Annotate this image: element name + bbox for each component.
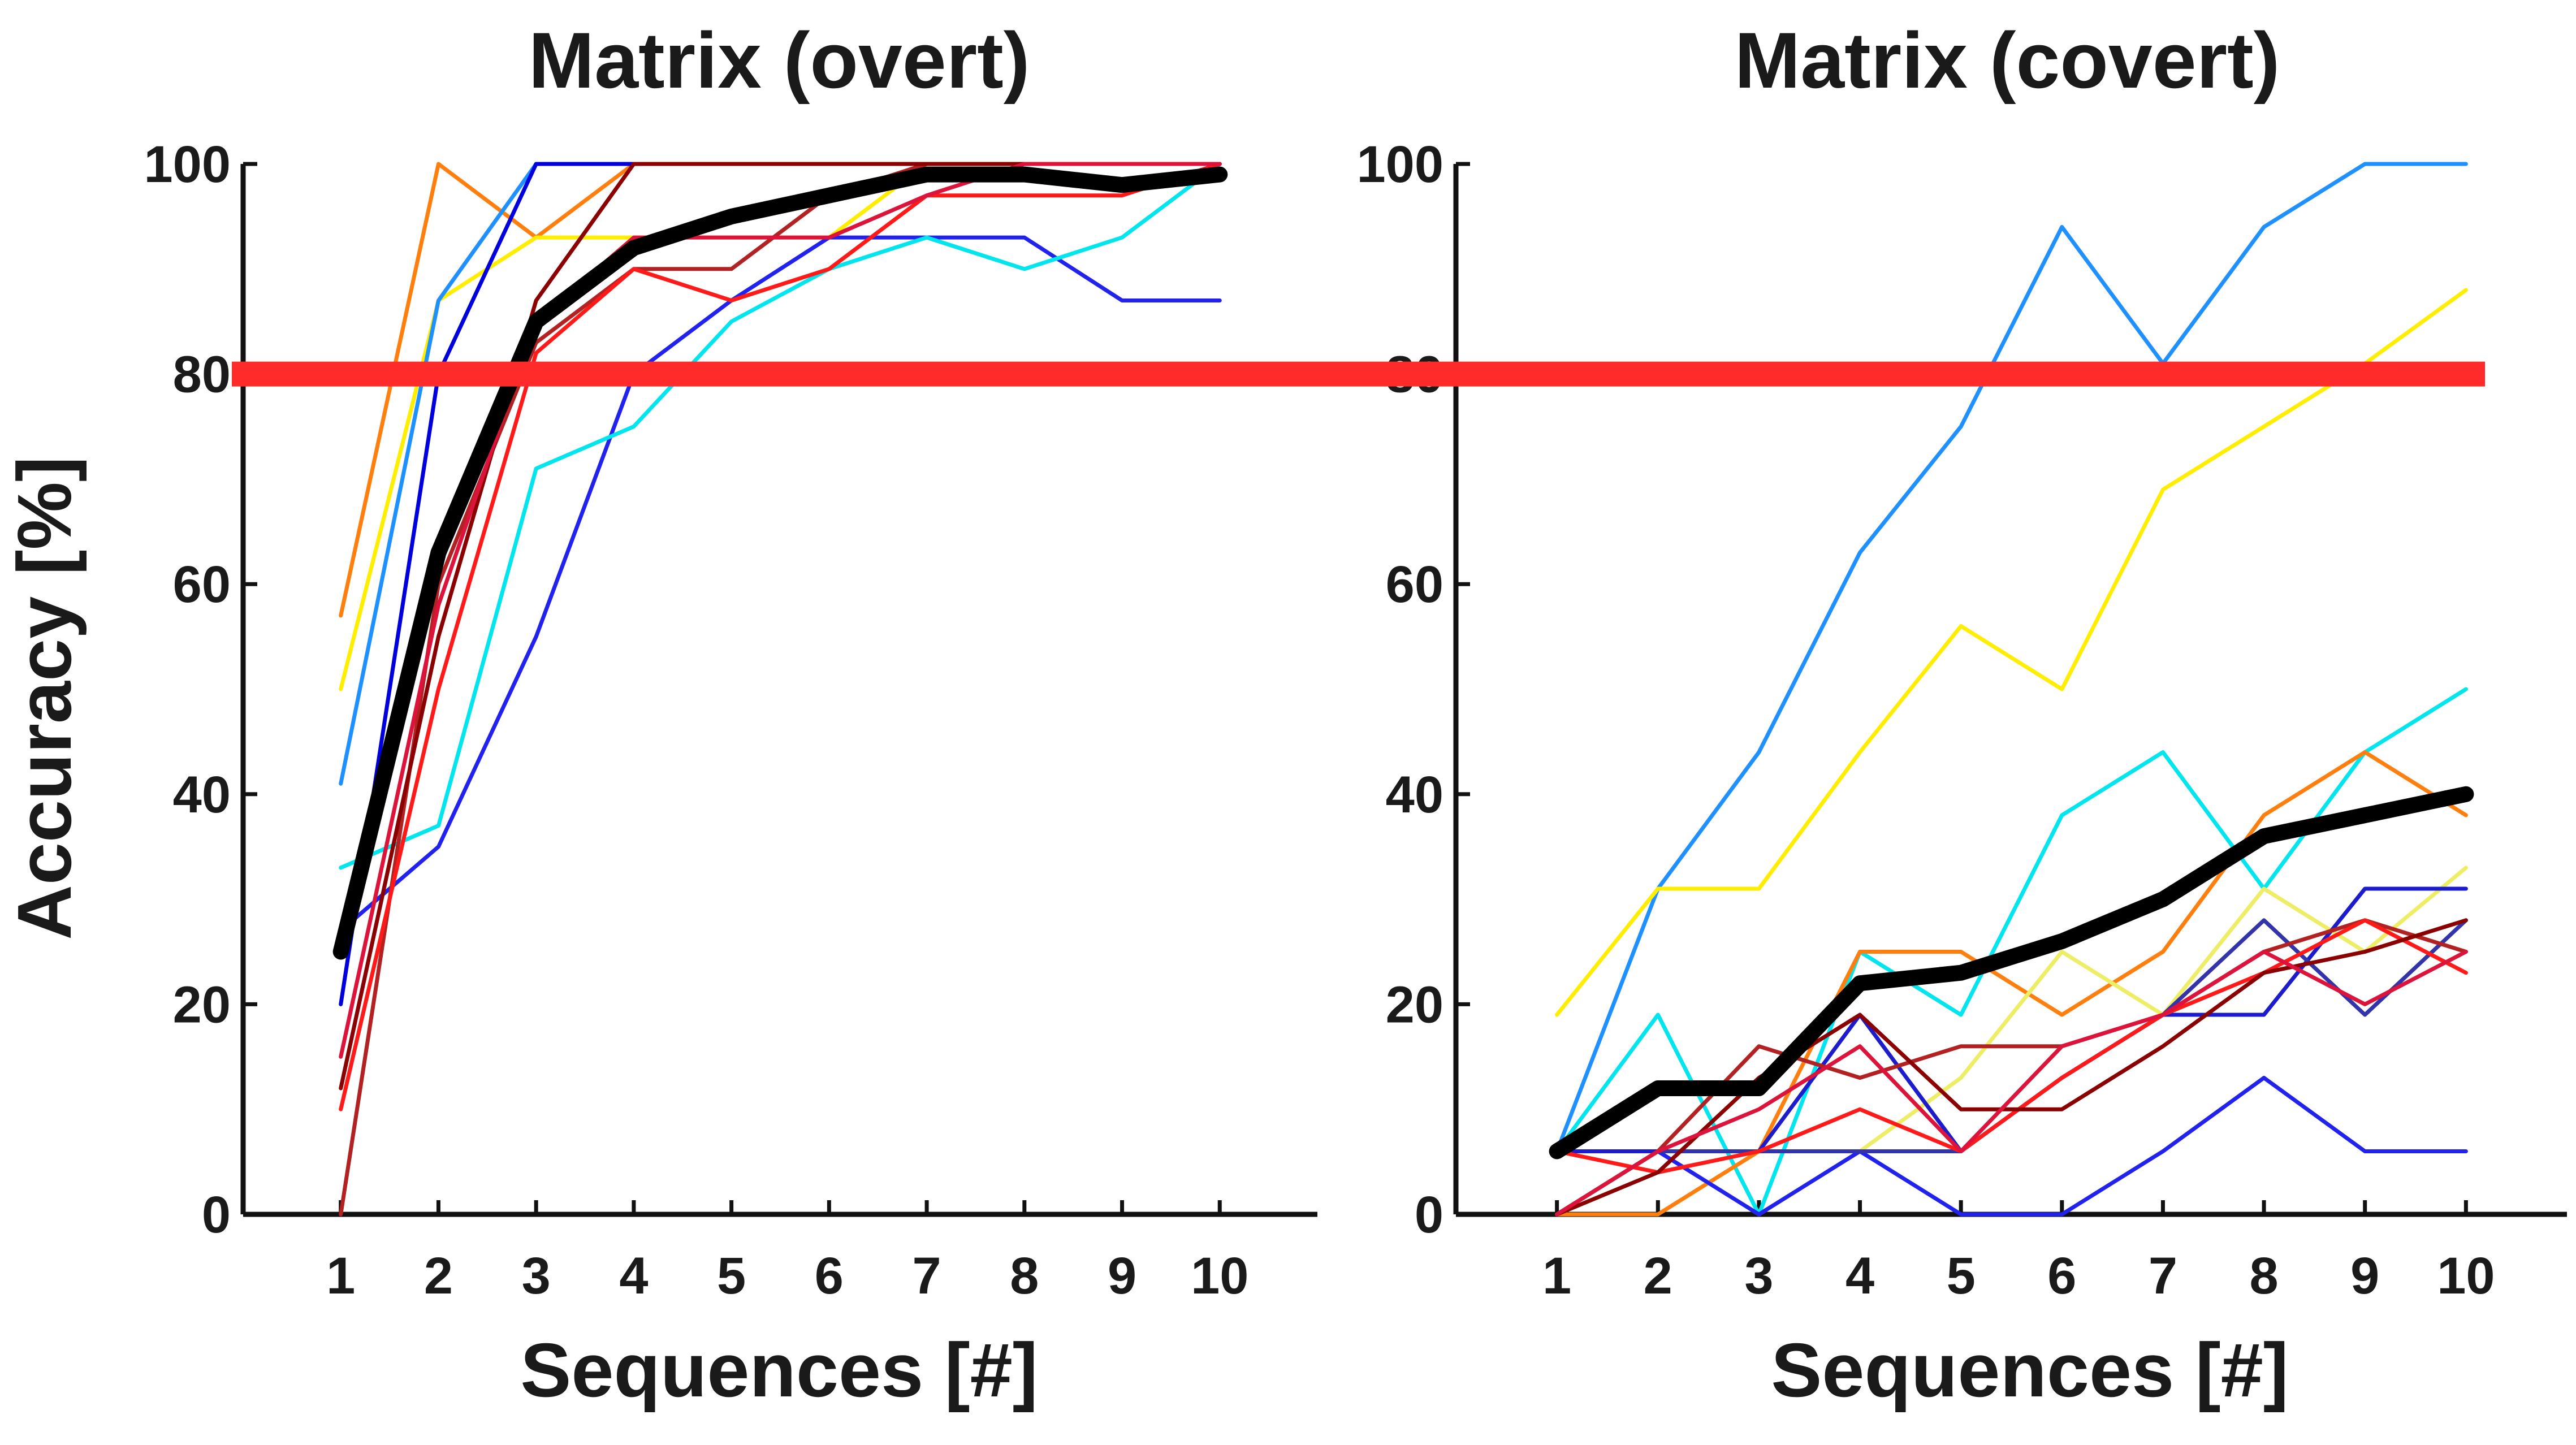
- x-tick-label: 6: [815, 1247, 844, 1305]
- y-tick-label: 0: [1415, 1186, 1443, 1244]
- y-tick-label: 80: [173, 346, 231, 404]
- x-tick-label: 1: [326, 1247, 355, 1305]
- series-line-mean: [1549, 786, 2474, 1160]
- series-line: [339, 162, 1222, 691]
- panel-title: Matrix (overt): [529, 16, 1030, 105]
- series-line: [339, 162, 1222, 1059]
- y-tick-label: 20: [1386, 976, 1443, 1033]
- x-axis-label: Sequences [#]: [1771, 1327, 2288, 1413]
- series-line: [1555, 918, 2468, 1175]
- series-line: [339, 162, 1222, 870]
- y-tick-label: 100: [144, 136, 231, 193]
- series-line: [339, 162, 1222, 1006]
- x-tick-label: 8: [2250, 1247, 2279, 1305]
- y-tick-label: 0: [202, 1186, 231, 1244]
- y-tick-label: 40: [173, 766, 231, 824]
- x-tick-label: 4: [619, 1247, 648, 1305]
- panel-covert: Matrix (covert) Sequences [#] 0204060801…: [1357, 16, 2567, 1413]
- y-tick-label: 60: [173, 556, 231, 613]
- series-line: [1555, 918, 2468, 1217]
- series-line: [1555, 288, 2468, 1017]
- y-tick-label: 60: [1386, 556, 1443, 613]
- x-tick-label: 6: [2047, 1247, 2076, 1305]
- x-tick-label: 5: [1947, 1247, 1976, 1305]
- series-line: [1555, 162, 2468, 1153]
- x-tick-label: 3: [522, 1247, 551, 1305]
- series-line: [339, 235, 1222, 933]
- x-tick-label: 3: [1744, 1247, 1773, 1305]
- x-tick-label: 9: [1108, 1247, 1136, 1305]
- x-tick-label: 1: [1542, 1247, 1571, 1305]
- panel-title: Matrix (covert): [1735, 16, 2280, 105]
- series-line-mean: [332, 166, 1228, 960]
- y-axis-label: Accuracy [%]: [2, 456, 87, 940]
- series-line: [339, 162, 1222, 1217]
- series-line: [1555, 1076, 2468, 1217]
- x-tick-label: 9: [2350, 1247, 2379, 1305]
- y-tick-label: 100: [1357, 136, 1444, 193]
- series-line: [1555, 866, 2468, 1217]
- panel-overt: Matrix (overt) Sequences [#] Accuracy [%…: [2, 16, 1317, 1413]
- x-axis-label: Sequences [#]: [520, 1327, 1038, 1413]
- y-tick-label: 40: [1386, 766, 1443, 824]
- x-tick-label: 8: [1010, 1247, 1039, 1305]
- series-line: [339, 162, 1222, 1111]
- x-tick-label: 10: [2437, 1247, 2495, 1305]
- x-tick-label: 7: [913, 1247, 941, 1305]
- x-tick-label: 5: [717, 1247, 746, 1305]
- x-tick-label: 7: [2149, 1247, 2177, 1305]
- x-tick-label: 2: [424, 1247, 453, 1305]
- series-line: [1555, 918, 2468, 1217]
- x-tick-label: 10: [1191, 1247, 1248, 1305]
- x-tick-label: 2: [1644, 1247, 1672, 1305]
- y-tick-label: 20: [173, 976, 231, 1033]
- series-line: [1555, 950, 2468, 1217]
- x-tick-label: 4: [1845, 1247, 1874, 1305]
